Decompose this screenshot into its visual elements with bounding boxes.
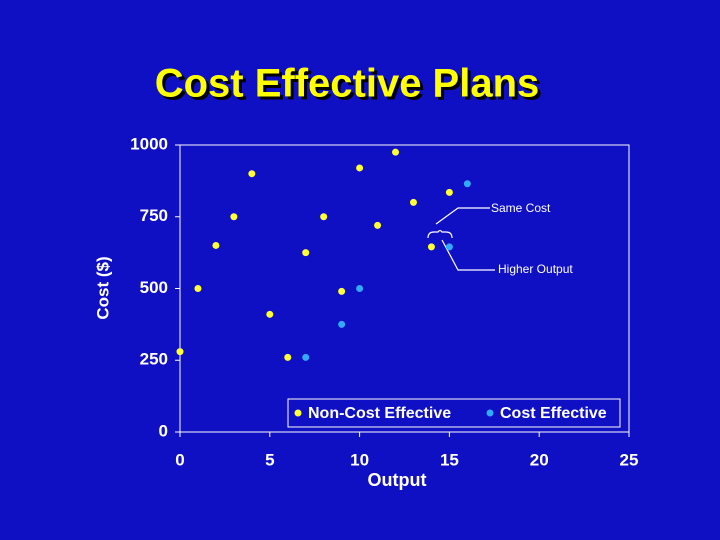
point — [194, 285, 202, 292]
chart-title: Cost Effective Plans — [155, 62, 540, 106]
point — [302, 353, 310, 361]
y-tick-label: 750 — [140, 206, 168, 225]
y-tick-label: 1000 — [130, 134, 168, 153]
point — [374, 221, 382, 229]
point — [248, 170, 256, 178]
annotation: Same Cost — [491, 201, 551, 215]
legend-label: Cost Effective — [500, 405, 607, 422]
point — [320, 213, 328, 221]
point — [284, 353, 292, 361]
point — [445, 243, 453, 251]
x-tick-label: 5 — [265, 450, 274, 469]
annotation: Higher Output — [498, 262, 573, 276]
x-tick-label: 10 — [350, 450, 369, 469]
annotation-leader — [435, 207, 490, 225]
y-tick-label: 250 — [140, 350, 168, 369]
point — [392, 148, 400, 156]
point — [356, 164, 364, 172]
bracket — [427, 229, 453, 239]
point — [338, 287, 346, 295]
x-tick-label: 20 — [530, 450, 549, 469]
point — [409, 198, 417, 206]
y-tick-label: 500 — [140, 278, 168, 297]
point — [338, 320, 346, 328]
legend-label: Non-Cost Effective — [308, 405, 451, 422]
point — [212, 241, 220, 249]
y-tick-label: 0 — [159, 421, 168, 440]
y-axis-label: Cost ($) — [93, 256, 112, 319]
point — [427, 243, 435, 251]
point — [266, 310, 274, 318]
x-tick-label: 15 — [440, 450, 459, 469]
x-tick-label: 0 — [175, 450, 184, 469]
x-axis-label: Output — [368, 470, 427, 490]
point — [445, 188, 453, 196]
legend-marker — [294, 409, 302, 417]
point — [302, 249, 310, 257]
annotation-leader — [441, 239, 495, 271]
legend — [287, 398, 621, 428]
x-tick-label: 25 — [620, 450, 639, 469]
title-shadow: Cost Effective Plans — [158, 65, 543, 109]
point — [356, 285, 364, 292]
point — [176, 348, 184, 356]
legend-marker — [486, 409, 494, 417]
point — [230, 213, 238, 221]
point — [463, 180, 471, 188]
